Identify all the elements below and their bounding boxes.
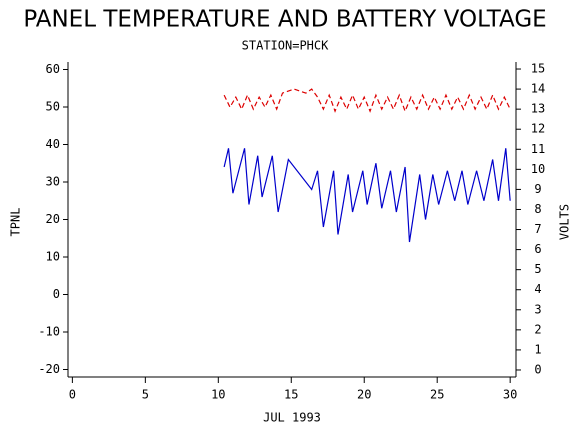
x-tick-label: 5 — [142, 388, 149, 402]
y-axis-label: TPNL — [9, 208, 23, 237]
y-tick-label: 20 — [46, 212, 60, 226]
y2-tick-label: 15 — [531, 62, 545, 76]
y2-tick-label: 3 — [534, 302, 541, 316]
y-tick-label: 40 — [46, 137, 60, 151]
y-tick-label: -20 — [38, 362, 60, 376]
y2-axis-label: VOLTS — [558, 204, 570, 240]
y-tick-label: 10 — [46, 250, 60, 264]
y-tick-label: -10 — [38, 325, 60, 339]
data-line — [223, 148, 511, 243]
x-tick-label: 25 — [430, 388, 444, 402]
y2-tick-label: 14 — [531, 82, 545, 96]
chart-subtitle: STATION=PHCK — [242, 39, 329, 53]
y-tick-label: 50 — [46, 100, 60, 114]
y-tick-label: 30 — [46, 175, 60, 189]
y2-tick-label: 12 — [531, 122, 545, 136]
y2-tick-label: 2 — [534, 322, 541, 336]
x-tick-label: 20 — [357, 388, 371, 402]
y2-tick-label: 0 — [534, 362, 541, 376]
y2-tick-label: 13 — [531, 102, 545, 116]
y2-tick-label: 4 — [534, 282, 541, 296]
x-tick-label: 10 — [211, 388, 225, 402]
x-tick-label: 30 — [503, 388, 517, 402]
x-axis-label: JUL 1993 — [263, 411, 321, 425]
y2-tick-label: 5 — [534, 262, 541, 276]
y2-tick-label: 10 — [531, 162, 545, 176]
y-tick-label: 60 — [46, 62, 60, 76]
x-tick-label: 0 — [69, 388, 76, 402]
y2-tick-label: 7 — [534, 222, 541, 236]
x-tick-label: 15 — [284, 388, 298, 402]
y2-tick-label: 8 — [534, 202, 541, 216]
y-tick-label: 0 — [53, 287, 60, 301]
data-line — [223, 88, 511, 113]
chart-title: PANEL TEMPERATURE AND BATTERY VOLTAGE — [23, 7, 546, 33]
y2-tick-label: 1 — [534, 342, 541, 356]
y2-tick-label: 9 — [534, 182, 541, 196]
y2-tick-label: 6 — [534, 242, 541, 256]
y2-tick-label: 11 — [531, 142, 545, 156]
